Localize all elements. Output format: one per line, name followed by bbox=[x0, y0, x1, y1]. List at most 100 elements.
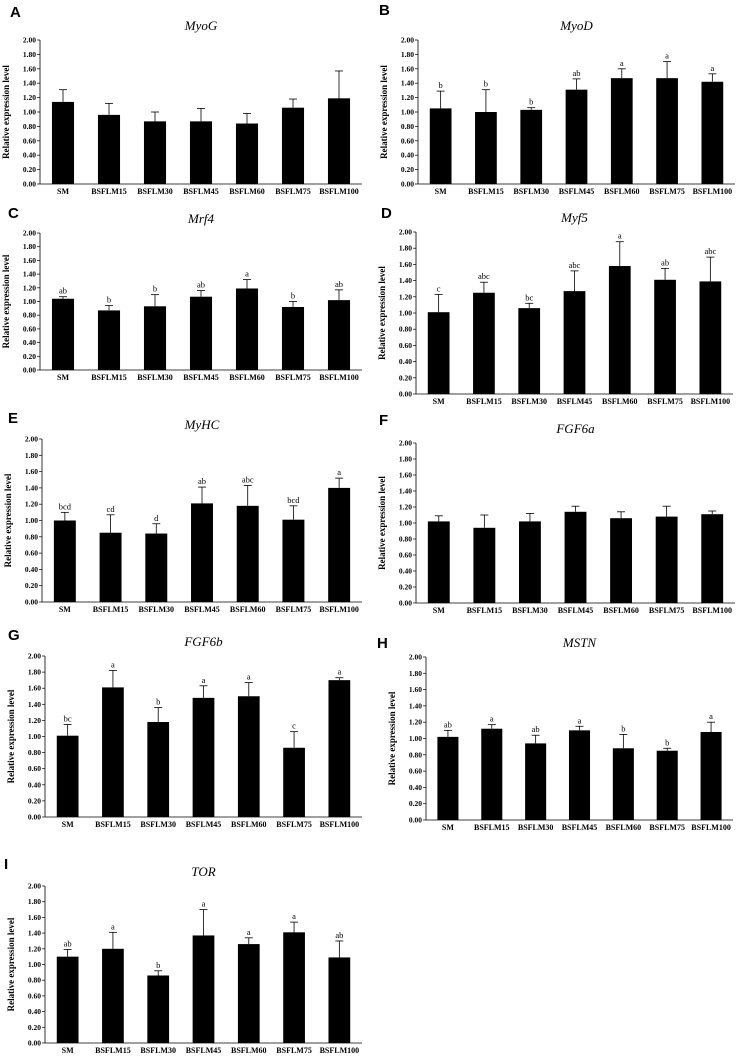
y-tick-label: 0.60 bbox=[28, 764, 41, 773]
bar bbox=[283, 932, 305, 1043]
chart-title: Myf5 bbox=[560, 210, 588, 225]
x-tick-label: BSFLM30 bbox=[140, 1046, 176, 1055]
y-tick-label: 2.00 bbox=[399, 439, 412, 448]
significance-label: b bbox=[529, 97, 533, 107]
significance-label: a bbox=[709, 711, 713, 721]
y-tick-label: 1.20 bbox=[25, 500, 38, 509]
y-tick-label: 1.60 bbox=[23, 256, 36, 265]
x-tick-label: BSFLM60 bbox=[230, 605, 266, 614]
x-tick-label: BSFLM15 bbox=[91, 373, 127, 382]
y-tick-label: 0.60 bbox=[25, 549, 38, 558]
bar bbox=[429, 108, 452, 184]
y-tick-label: 1.60 bbox=[399, 471, 412, 480]
x-tick-label: BSFLM60 bbox=[231, 820, 267, 829]
x-tick-label: BSFLM100 bbox=[692, 606, 732, 615]
y-tick-label: 0.60 bbox=[23, 324, 36, 333]
significance-label: b bbox=[107, 295, 111, 305]
bar bbox=[99, 532, 122, 602]
y-tick-label: 1.20 bbox=[401, 93, 414, 102]
x-tick-label: BSFLM100 bbox=[319, 187, 359, 196]
x-tick-label: BSFLM45 bbox=[186, 820, 222, 829]
y-axis-title: Relative expression level bbox=[387, 691, 397, 785]
x-tick-label: BSFLM75 bbox=[275, 373, 311, 382]
y-tick-label: 1.00 bbox=[28, 732, 41, 741]
x-tick-label: BSFLM100 bbox=[319, 373, 359, 382]
x-tick-label: BSFLM15 bbox=[91, 187, 127, 196]
significance-label: abc bbox=[569, 260, 581, 270]
y-tick-label: 1.40 bbox=[401, 79, 414, 88]
bar bbox=[327, 300, 351, 370]
x-tick-label: BSFLM60 bbox=[606, 823, 642, 832]
significance-label: b bbox=[621, 723, 625, 733]
x-tick-label: SM bbox=[433, 397, 445, 406]
panel-letter: I bbox=[4, 856, 9, 873]
y-tick-label: 1.40 bbox=[399, 487, 412, 496]
x-tick-label: BSFLM15 bbox=[474, 823, 510, 832]
bar bbox=[237, 696, 260, 817]
x-tick-label: BSFLM30 bbox=[140, 820, 176, 829]
bar bbox=[56, 956, 79, 1043]
y-axis-title: Relative expression level bbox=[3, 473, 13, 567]
bar bbox=[473, 527, 496, 603]
panel-letter: C bbox=[8, 205, 19, 222]
bar bbox=[189, 121, 213, 184]
significance-label: ab bbox=[335, 930, 343, 940]
y-tick-label: 0.60 bbox=[28, 991, 41, 1000]
x-tick-label: BSFLM15 bbox=[467, 606, 503, 615]
significance-label: a bbox=[111, 659, 115, 669]
x-tick-label: SM bbox=[433, 606, 445, 615]
bar bbox=[518, 521, 541, 603]
y-tick-label: 1.20 bbox=[28, 716, 41, 725]
significance-label: bc bbox=[525, 292, 533, 302]
y-tick-label: 1.40 bbox=[23, 79, 36, 88]
y-tick-label: 0.20 bbox=[399, 583, 412, 592]
y-tick-label: 1.40 bbox=[409, 701, 422, 710]
y-tick-label: 0.60 bbox=[23, 136, 36, 145]
x-tick-label: BSFLM75 bbox=[649, 187, 685, 196]
significance-label: ab bbox=[59, 286, 67, 296]
y-tick-label: 0.20 bbox=[399, 373, 412, 382]
bar bbox=[281, 306, 305, 370]
chart-title: MyoD bbox=[559, 18, 593, 33]
panel-letter: E bbox=[8, 410, 19, 427]
panel-letter: G bbox=[8, 627, 20, 644]
bar-chart-fgf6a: FGF6a Relative expression level 0.00 0.20 0.… bbox=[377, 421, 735, 615]
y-tick-label: 0.20 bbox=[28, 1023, 41, 1032]
y-axis-title: Relative expression level bbox=[377, 476, 387, 570]
y-tick-label: 1.80 bbox=[28, 897, 41, 906]
significance-label: a bbox=[202, 675, 206, 685]
bar-chart-fgf6b: FGF6b Relative expression level 0.00 0.20 0.… bbox=[6, 634, 362, 829]
bar-chart-myod: MyoD Relative expression level 0.00 0.20 0.4… bbox=[379, 18, 735, 196]
bar bbox=[656, 750, 678, 820]
y-tick-label: 1.80 bbox=[25, 451, 38, 460]
y-tick-label: 0.80 bbox=[23, 311, 36, 320]
x-tick-label: BSFLM100 bbox=[691, 823, 731, 832]
y-tick-label: 0.00 bbox=[28, 1039, 41, 1048]
y-tick-label: 0.00 bbox=[399, 390, 412, 399]
bar bbox=[701, 81, 724, 184]
x-tick-label: BSFLM75 bbox=[275, 187, 311, 196]
bar bbox=[282, 519, 305, 602]
y-tick-label: 1.40 bbox=[28, 929, 41, 938]
y-tick-label: 1.00 bbox=[399, 309, 412, 318]
panel-a: A MyoG Relative expression level 0.00 0.20 0… bbox=[0, 0, 371, 205]
y-tick-label: 1.20 bbox=[409, 718, 422, 727]
x-tick-label: BSFLM45 bbox=[183, 373, 219, 382]
y-tick-label: 1.80 bbox=[28, 668, 41, 677]
y-tick-label: 0.60 bbox=[409, 767, 422, 776]
x-tick-label: BSFLM15 bbox=[95, 1046, 131, 1055]
significance-label: a bbox=[245, 269, 249, 279]
y-tick-label: 1.20 bbox=[28, 944, 41, 953]
y-tick-label: 1.40 bbox=[28, 700, 41, 709]
y-tick-label: 0.80 bbox=[409, 750, 422, 759]
significance-label: a bbox=[111, 921, 115, 931]
y-axis-title: Relative expression level bbox=[377, 266, 387, 360]
y-tick-label: 2.00 bbox=[399, 228, 412, 237]
y-tick-label: 2.00 bbox=[23, 36, 36, 45]
x-tick-label: BSFLM75 bbox=[649, 606, 685, 615]
significance-label: ab bbox=[197, 280, 205, 290]
x-tick-label: BSFLM45 bbox=[557, 397, 593, 406]
significance-label: a bbox=[490, 714, 494, 724]
x-tick-label: BSFLM60 bbox=[602, 397, 638, 406]
y-axis-title: Relative expression level bbox=[1, 254, 11, 348]
